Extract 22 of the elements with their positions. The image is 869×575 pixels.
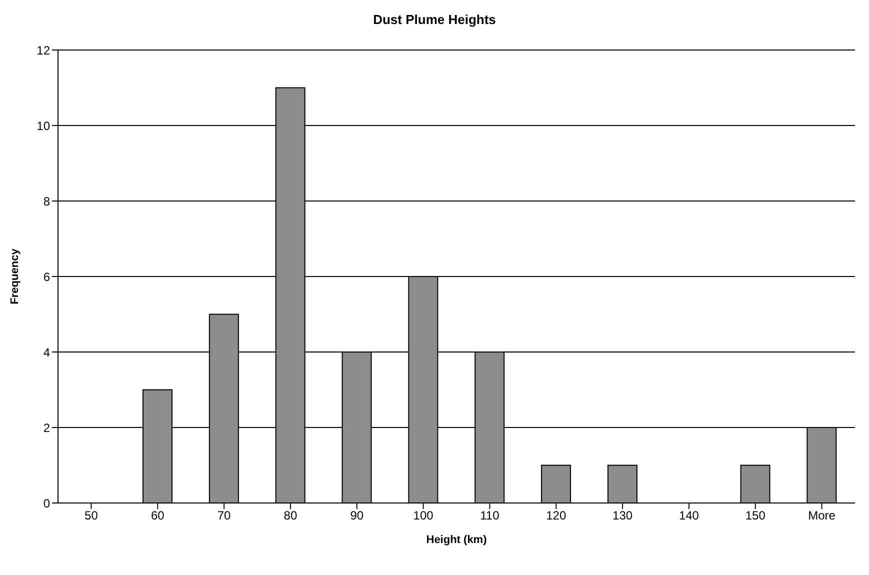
y-tick-label: 12 (36, 43, 50, 58)
x-tick-label: 60 (150, 508, 165, 523)
y-tick-label: 4 (43, 345, 50, 360)
y-tick-label: 6 (43, 270, 50, 284)
x-tick-label: 50 (84, 508, 98, 523)
x-tick-label: 140 (678, 508, 700, 523)
x-tick-label: 150 (745, 508, 766, 523)
x-tick-label: 80 (284, 508, 298, 523)
x-tick-label: 100 (413, 508, 434, 523)
x-tick-label: 130 (612, 508, 633, 523)
y-tick-label: 8 (43, 194, 50, 208)
y-tick-label: 2 (43, 420, 50, 435)
x-tick-label: More (808, 508, 836, 523)
x-tick-label: 120 (546, 508, 566, 523)
y-tick-label: 10 (36, 118, 50, 133)
x-tick-label: 90 (350, 508, 364, 523)
x-tick-label: 70 (217, 508, 232, 523)
x-tick-label: 110 (480, 508, 500, 523)
chart-title: Dust Plume Heights (372, 12, 497, 27)
y-axis-title: Frequency (8, 248, 21, 304)
x-axis-title: Height (km) (426, 534, 488, 546)
y-tick-label: 0 (43, 496, 50, 510)
